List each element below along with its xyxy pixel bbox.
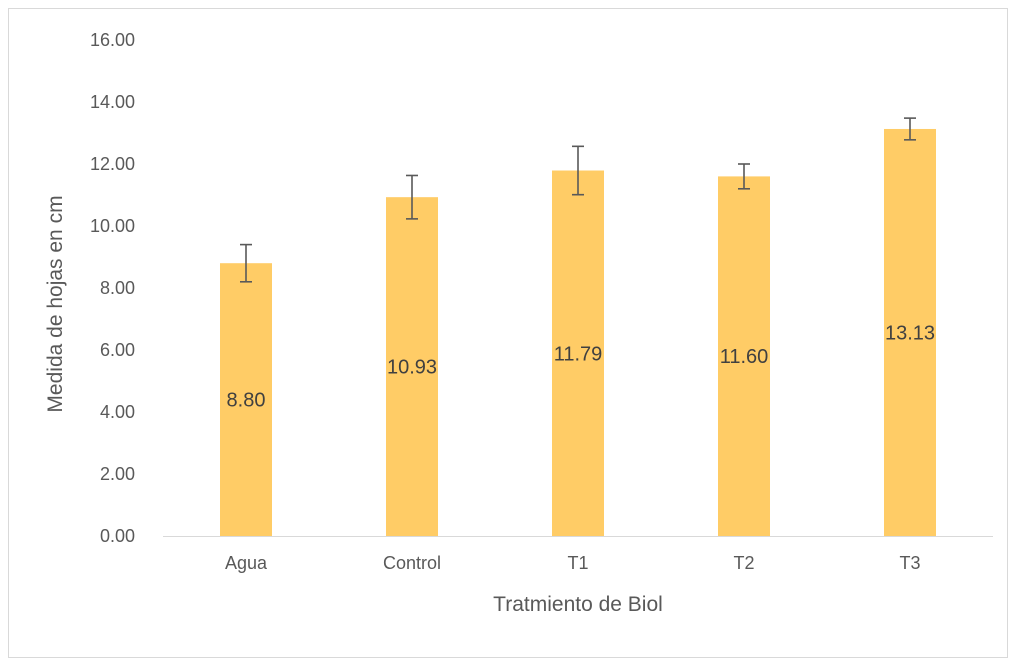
value-label: 8.80 <box>227 390 266 412</box>
bars <box>220 128 936 537</box>
x-tick-label: Agua <box>225 553 268 573</box>
y-tick-label: 4.00 <box>100 402 135 422</box>
y-tick-label: 16.00 <box>90 30 135 50</box>
y-tick-label: 6.00 <box>100 340 135 360</box>
y-tick-label: 8.00 <box>100 278 135 298</box>
bar-control <box>386 197 438 537</box>
error-bar-t2 <box>738 163 750 190</box>
bar-t3 <box>884 128 936 536</box>
x-tick-label: T2 <box>733 553 754 573</box>
error-bar-agua <box>240 243 252 283</box>
y-tick-label: 2.00 <box>100 464 135 484</box>
x-axis-ticks: Agua Control T1 T2 T3 <box>225 553 921 573</box>
y-axis-title: Medida de hojas en cm <box>44 195 67 412</box>
y-axis-ticks: 0.00 2.00 4.00 6.00 8.00 10.00 12.00 14.00 16.00 <box>90 30 135 546</box>
x-tick-label: T1 <box>567 553 588 573</box>
bar-agua <box>220 263 272 536</box>
chart-frame <box>8 8 1008 658</box>
bar-t2 <box>718 176 770 536</box>
error-bar-t1 <box>572 145 584 196</box>
x-axis-title: Tratmiento de Biol <box>493 593 663 616</box>
error-bar-t3 <box>904 117 916 141</box>
y-tick-label: 0.00 <box>100 526 135 546</box>
error-bars <box>240 117 916 283</box>
value-label: 10.93 <box>387 357 437 379</box>
value-label: 13.13 <box>885 322 935 344</box>
y-tick-label: 14.00 <box>90 92 135 112</box>
error-bar-control <box>406 174 418 220</box>
value-label: 11.60 <box>720 346 769 368</box>
y-tick-label: 10.00 <box>90 216 135 236</box>
value-labels: 8.80 10.93 11.79 11.60 13.13 <box>227 322 936 411</box>
x-tick-label: T3 <box>899 553 920 573</box>
y-tick-label: 12.00 <box>90 154 135 174</box>
value-label: 11.79 <box>554 343 603 365</box>
bar-t1 <box>552 170 604 536</box>
x-tick-label: Control <box>383 553 441 573</box>
